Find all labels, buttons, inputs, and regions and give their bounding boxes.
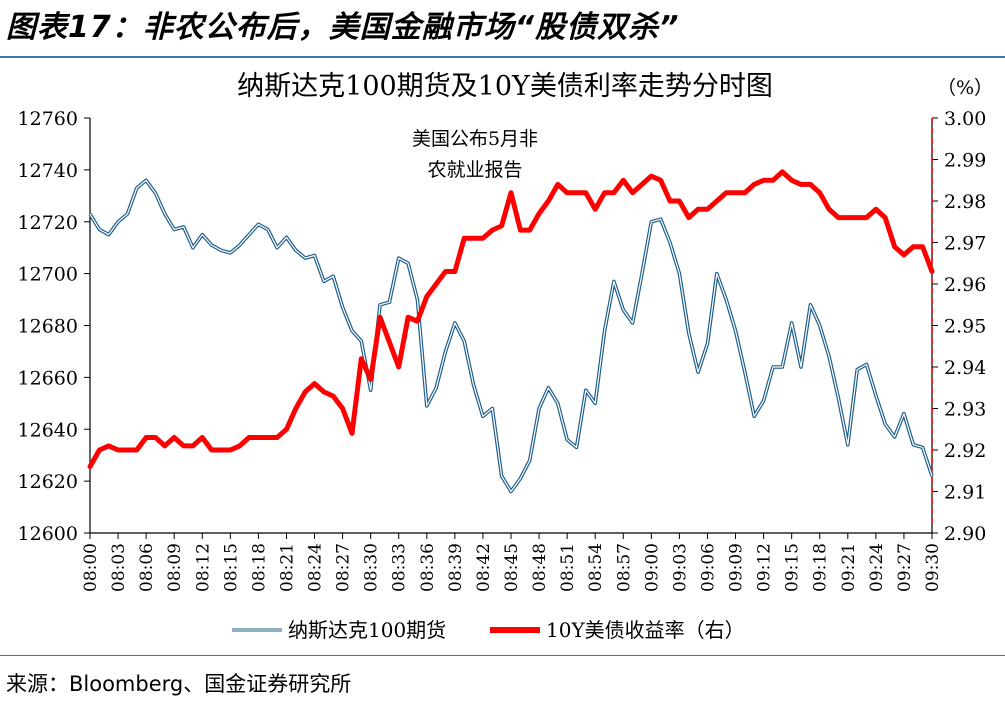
legend: 纳斯达克100期货 10Y美债收益率（右） xyxy=(232,618,745,642)
x-tick-label: 08:57 xyxy=(614,543,634,592)
x-tick-label: 08:51 xyxy=(558,543,578,592)
right-tick-label: 2.90 xyxy=(944,523,986,545)
x-tick-label: 08:42 xyxy=(474,543,494,592)
x-tick-label: 09:00 xyxy=(642,543,662,592)
left-tick-label: 12720 xyxy=(18,212,78,234)
x-tick-label: 08:30 xyxy=(362,543,382,592)
x-tick-label: 09:12 xyxy=(755,543,775,592)
annotation-line2: 农就业报告 xyxy=(427,159,522,181)
annotation: 美国公布5月非 农就业报告 xyxy=(412,128,538,181)
left-tick-label: 12640 xyxy=(18,419,78,441)
right-tick-label: 2.95 xyxy=(944,316,986,338)
right-tick-label: 2.97 xyxy=(944,233,986,255)
chart-title: 纳斯达克100期货及10Y美债利率走势分时图 xyxy=(237,71,773,102)
axes: 12600 12620 12640 12660 12680 12700 12720 12740… xyxy=(18,108,987,592)
yield-line xyxy=(87,169,935,470)
x-tick-label: 08:48 xyxy=(530,543,550,592)
source-note: 来源：Bloomberg、国金证券研究所 xyxy=(6,672,352,696)
right-tick-label: 2.96 xyxy=(944,274,986,296)
bottom-rule xyxy=(0,655,1005,656)
x-tick-label: 09:15 xyxy=(783,543,803,592)
figure-title: 图表17：非农公布后，美国金融市场“股债双杀” xyxy=(6,10,680,45)
right-axis-unit: （%） xyxy=(937,77,993,99)
series-lines xyxy=(87,169,935,494)
nasdaq-line-inner xyxy=(89,179,933,493)
x-tick-label: 09:21 xyxy=(839,543,859,592)
x-tick-label: 09:18 xyxy=(811,543,831,592)
right-tick-label: 2.93 xyxy=(944,399,986,421)
x-tick-label: 09:06 xyxy=(698,543,718,592)
x-tick-label: 09:09 xyxy=(727,543,747,592)
right-tick-label: 2.99 xyxy=(944,150,986,172)
x-tick-label: 08:18 xyxy=(249,543,269,592)
x-tick-label: 08:36 xyxy=(418,543,438,592)
x-tick-label: 08:54 xyxy=(586,543,606,592)
left-tick-label: 12700 xyxy=(18,264,78,286)
left-tick-label: 12620 xyxy=(18,471,78,493)
right-tick-label: 2.91 xyxy=(944,482,986,504)
left-tick-label: 12740 xyxy=(18,160,78,182)
right-tick-label: 2.98 xyxy=(944,191,986,213)
x-tick-label: 08:45 xyxy=(502,543,522,592)
x-tick-label: 08:12 xyxy=(193,543,213,592)
left-tick-label: 12660 xyxy=(18,367,78,389)
chart: 纳斯达克100期货及10Y美债利率走势分时图 （%） 1260012620126… xyxy=(18,71,993,642)
x-tick-label: 08:39 xyxy=(446,543,466,592)
x-tick-label: 08:00 xyxy=(81,543,101,592)
x-tick-label: 08:09 xyxy=(165,543,185,592)
x-tick-label: 08:27 xyxy=(334,543,354,592)
x-tick-label: 08:06 xyxy=(137,543,157,592)
x-tick-label: 09:24 xyxy=(867,543,887,592)
x-tick-label: 08:03 xyxy=(109,543,129,592)
x-tick-label: 08:33 xyxy=(390,543,410,592)
left-tick-label: 12680 xyxy=(18,316,78,338)
right-tick-label: 2.92 xyxy=(944,440,986,462)
annotation-line1: 美国公布5月非 xyxy=(412,128,538,150)
right-tick-label: 3.00 xyxy=(944,108,986,130)
x-tick-label: 09:27 xyxy=(895,543,915,592)
legend-label-yield: 10Y美债收益率（右） xyxy=(546,618,745,642)
left-tick-label: 12760 xyxy=(18,108,78,130)
x-tick-label: 09:30 xyxy=(923,543,943,592)
x-tick-label: 09:03 xyxy=(670,543,690,592)
left-tick-label: 12600 xyxy=(18,523,78,545)
x-tick-label: 08:21 xyxy=(277,543,297,592)
legend-label-nasdaq: 纳斯达克100期货 xyxy=(288,618,446,642)
right-tick-label: 2.94 xyxy=(944,357,986,379)
top-rule xyxy=(0,56,1005,58)
x-tick-label: 08:24 xyxy=(306,543,326,592)
x-tick-label: 08:15 xyxy=(221,543,241,592)
